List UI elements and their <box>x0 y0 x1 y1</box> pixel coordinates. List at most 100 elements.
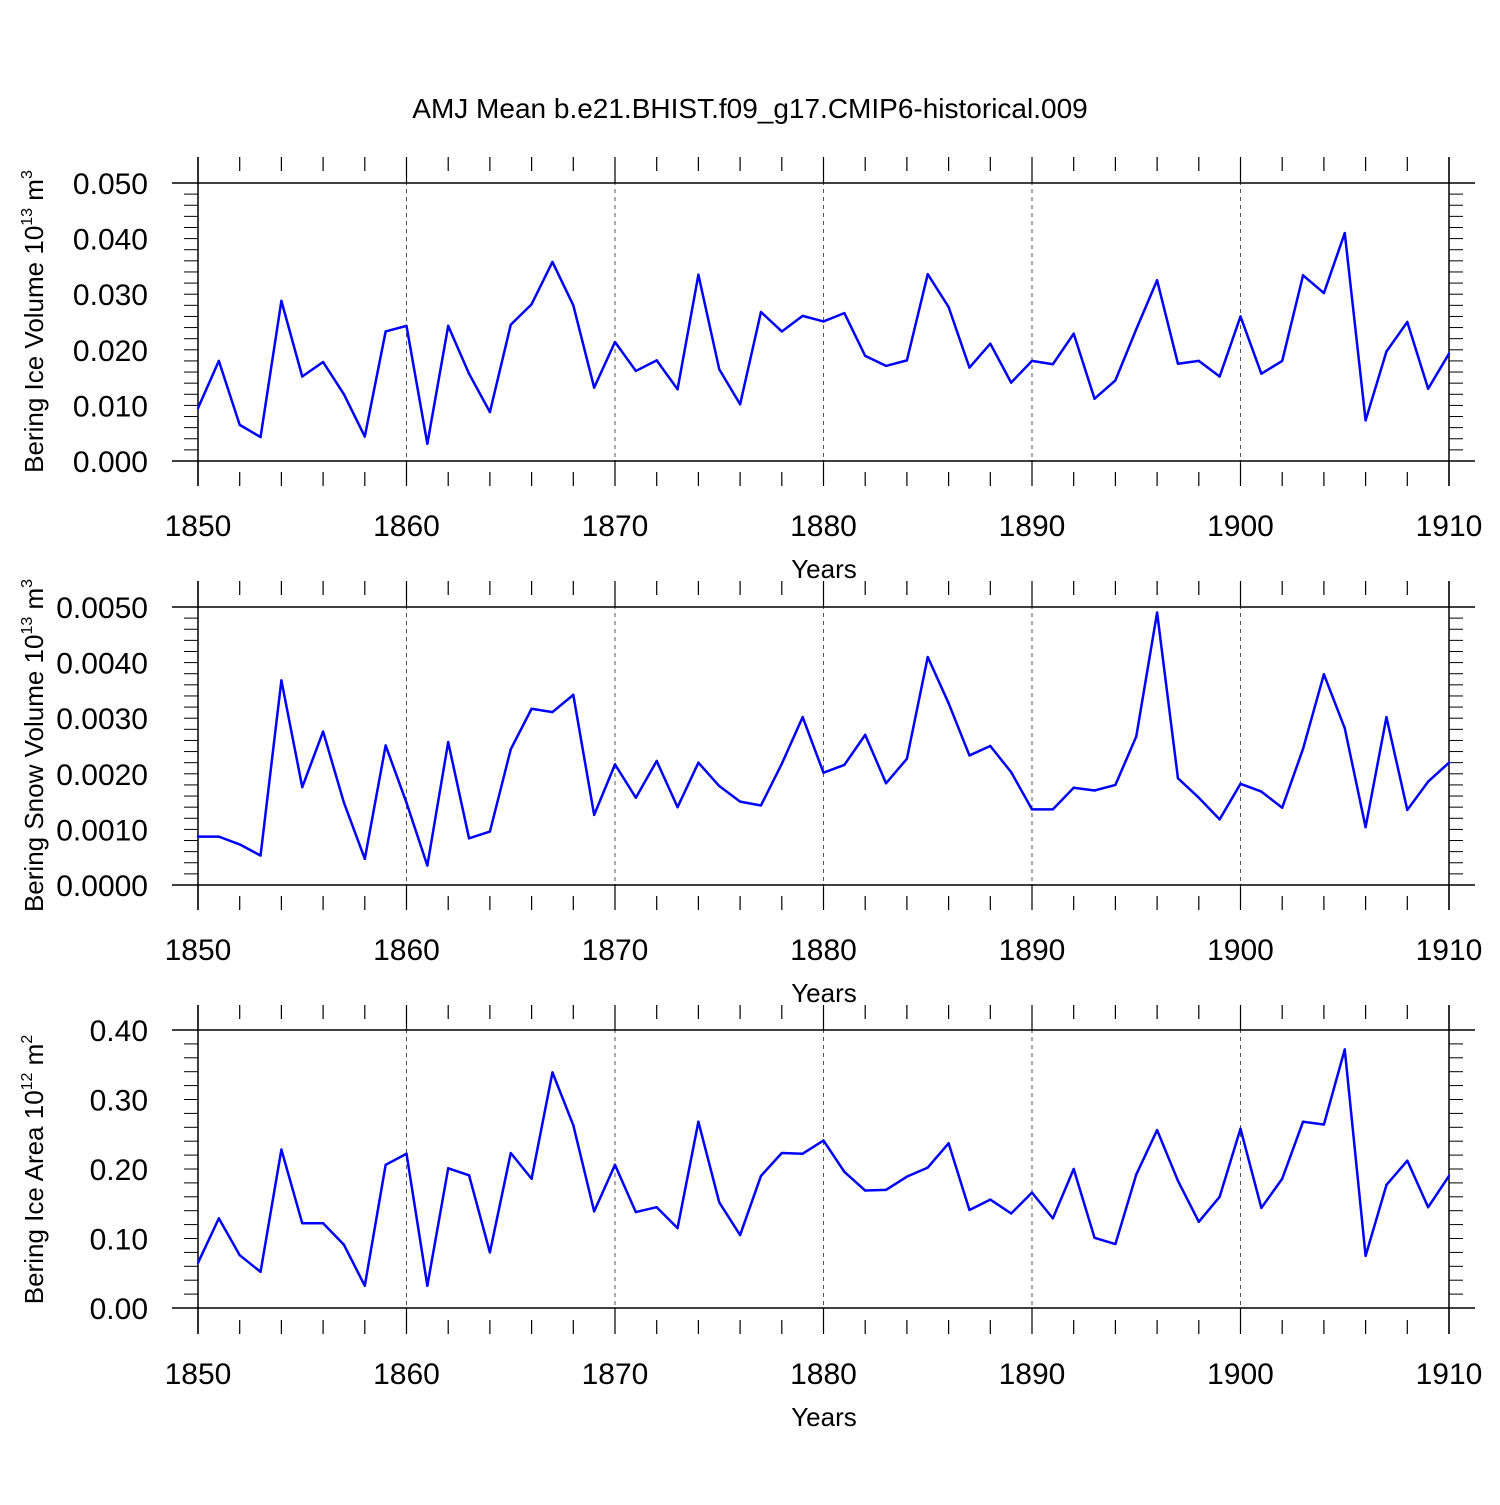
data-point <box>1364 1254 1367 1258</box>
data-point <box>301 375 304 378</box>
data-point <box>1009 1212 1013 1215</box>
data-point <box>1260 372 1263 375</box>
y-axis-title: Bering Snow Volume 1013 m3 <box>19 579 49 912</box>
data-point <box>676 1226 679 1230</box>
data-point <box>1197 796 1201 799</box>
data-point <box>613 763 617 766</box>
chart-panel-2: 0.0000 0.0010 0.0020 0.0030 0.0040 0.0050 1850… <box>19 579 1482 1008</box>
data-point <box>822 1139 825 1142</box>
data-point <box>864 354 867 358</box>
data-point <box>1260 1206 1263 1210</box>
data-point <box>363 435 366 438</box>
x-tick-label: 1850 <box>165 934 232 967</box>
data-point <box>1406 1159 1409 1162</box>
data-point <box>1155 1128 1159 1132</box>
data-point <box>1051 363 1055 366</box>
data-point <box>1030 1191 1034 1194</box>
x-tick-label: 1850 <box>165 510 232 543</box>
y-tick-label: 0.0040 <box>56 648 148 681</box>
y-axis-title-text: Bering Ice Area 10 <box>19 1090 49 1304</box>
data-point <box>1218 1195 1221 1199</box>
data-point <box>864 1189 867 1192</box>
data-point <box>801 715 804 719</box>
data-point <box>697 761 700 764</box>
data-point <box>1072 786 1075 789</box>
data-point <box>572 1124 575 1127</box>
data-point <box>1072 332 1075 335</box>
data-point <box>259 1270 262 1274</box>
data-point <box>321 730 325 733</box>
data-point <box>530 707 533 710</box>
data-point <box>989 342 992 345</box>
data-point <box>926 272 929 276</box>
data-point <box>1176 362 1180 365</box>
x-tick-label: 1870 <box>582 510 649 543</box>
data-point <box>1135 1173 1138 1176</box>
data-point <box>1218 375 1221 378</box>
data-point <box>426 864 429 867</box>
data-point <box>342 393 346 396</box>
data-point <box>238 423 241 427</box>
data-point <box>968 1208 971 1212</box>
data-point <box>1322 1123 1326 1126</box>
chart-title: AMJ Mean b.e21.BHIST.f09_g17.CMIP6-histo… <box>412 93 1087 124</box>
x-tick-label: 1910 <box>1416 510 1483 543</box>
x-tick-label: 1890 <box>999 934 1066 967</box>
x-tick-label: 1870 <box>582 934 649 967</box>
data-point <box>467 1174 471 1177</box>
y-axis-title-unit-exponent: 3 <box>19 170 36 179</box>
data-point <box>613 1163 617 1167</box>
y-axis-title-unit: m <box>19 1044 49 1073</box>
data-point <box>1072 1167 1075 1171</box>
y-tick-label: 0.050 <box>73 168 148 201</box>
y-tick-label: 0.0000 <box>56 870 148 903</box>
data-point <box>634 796 638 799</box>
data-point <box>1239 315 1242 318</box>
data-point <box>447 324 450 328</box>
data-point <box>759 310 763 314</box>
x-tick-label: 1880 <box>790 510 857 543</box>
x-tick-label: 1880 <box>790 934 857 967</box>
data-point <box>947 305 950 309</box>
data-point <box>676 388 679 391</box>
data-point <box>301 785 304 789</box>
data-point <box>1406 808 1409 812</box>
chart-panel-1: 0.000 0.010 0.020 0.030 0.040 0.050 1850 1860 18… <box>19 157 1482 584</box>
x-tick-label: 1860 <box>373 510 440 543</box>
data-point <box>530 303 533 306</box>
data-point <box>1447 352 1451 355</box>
data-point <box>426 442 429 445</box>
data-point <box>1155 279 1159 282</box>
data-point <box>1197 1220 1201 1224</box>
data-point <box>697 273 700 276</box>
y-tick-label: 0.0030 <box>56 703 148 736</box>
data-point <box>1114 783 1117 787</box>
data-point <box>1051 808 1055 811</box>
data-point <box>655 359 658 362</box>
y-axis-title-unit: m <box>19 179 49 208</box>
x-tick-label: 1910 <box>1416 1358 1483 1391</box>
data-point <box>488 830 492 833</box>
data-point <box>217 359 221 363</box>
data-point <box>905 1175 909 1178</box>
data-point <box>551 710 554 714</box>
data-point <box>488 1251 492 1254</box>
data-point <box>280 679 283 682</box>
data-point <box>989 744 992 748</box>
data-point <box>1301 1120 1305 1123</box>
panels: 0.000 0.010 0.020 0.030 0.040 0.050 1850 1860 18… <box>19 157 1482 1432</box>
data-point <box>697 1120 700 1123</box>
data-point <box>738 403 742 406</box>
y-tick-label: 0.0010 <box>56 814 148 847</box>
y-tick-label: 0.020 <box>73 335 148 368</box>
data-point <box>905 757 909 760</box>
y-axis-title-unit-exponent: 2 <box>19 1035 36 1044</box>
x-tick-label: 1890 <box>999 510 1066 543</box>
data-point <box>321 1222 325 1225</box>
data-point <box>1051 1217 1055 1220</box>
data-point <box>363 1284 366 1287</box>
y-tick-label: 0.010 <box>73 390 148 423</box>
data-point <box>1301 274 1305 277</box>
x-tick-label: 1860 <box>373 1358 440 1391</box>
y-axis-title-text: Bering Ice Volume 10 <box>19 226 49 473</box>
